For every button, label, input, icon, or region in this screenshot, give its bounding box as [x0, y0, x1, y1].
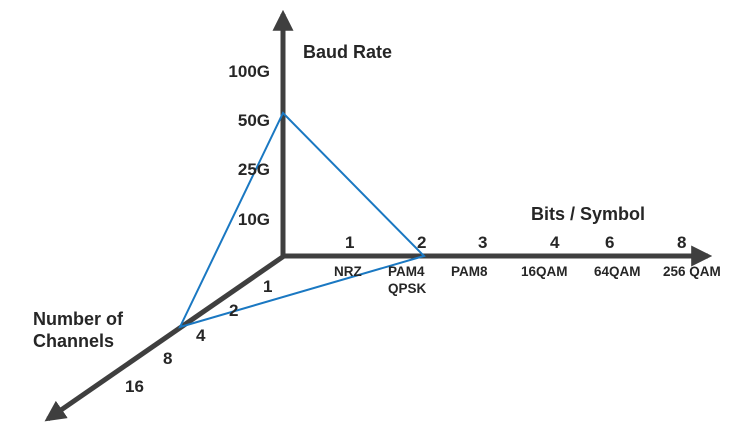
modulation-16qam: 16QAM: [521, 264, 568, 279]
bits-tick-3: 3: [478, 233, 488, 252]
baud-tick-50g: 50G: [237, 111, 270, 130]
modulation-256qam: 256 QAM: [663, 264, 721, 279]
modulation-nrz: NRZ: [334, 264, 362, 279]
modulation-pam8: PAM8: [451, 264, 488, 279]
baud-tick-100g: 100G: [228, 62, 270, 81]
baud-tick-25g: 25G: [237, 160, 270, 179]
highlight-triangle: [178, 111, 426, 329]
channels-tick-2: 2: [229, 301, 239, 320]
bits-tick-2: 2: [417, 233, 427, 252]
channels-tick-1: 1: [263, 277, 273, 296]
baud-tick-10g: 10G: [237, 210, 270, 229]
modulation-qpsk: QPSK: [388, 281, 427, 296]
bits-tick-6: 6: [605, 233, 615, 252]
channels-tick-4: 4: [196, 326, 206, 345]
modulation-pam4: PAM4: [388, 264, 425, 279]
channels-title-line2: Channels: [33, 331, 115, 351]
modulation-64qam: 64QAM: [594, 264, 641, 279]
channels-tick-16: 16: [125, 377, 144, 396]
baud-rate-title: Baud Rate: [303, 42, 393, 62]
bits-tick-8: 8: [677, 233, 687, 252]
channels-title-line1: Number of: [33, 309, 123, 329]
channels-tick-8: 8: [163, 349, 173, 368]
channels-axis: [44, 253, 286, 422]
bits-per-symbol-title: Bits / Symbol: [531, 204, 646, 224]
bits-tick-4: 4: [550, 233, 560, 252]
bits-tick-1: 1: [345, 233, 355, 252]
